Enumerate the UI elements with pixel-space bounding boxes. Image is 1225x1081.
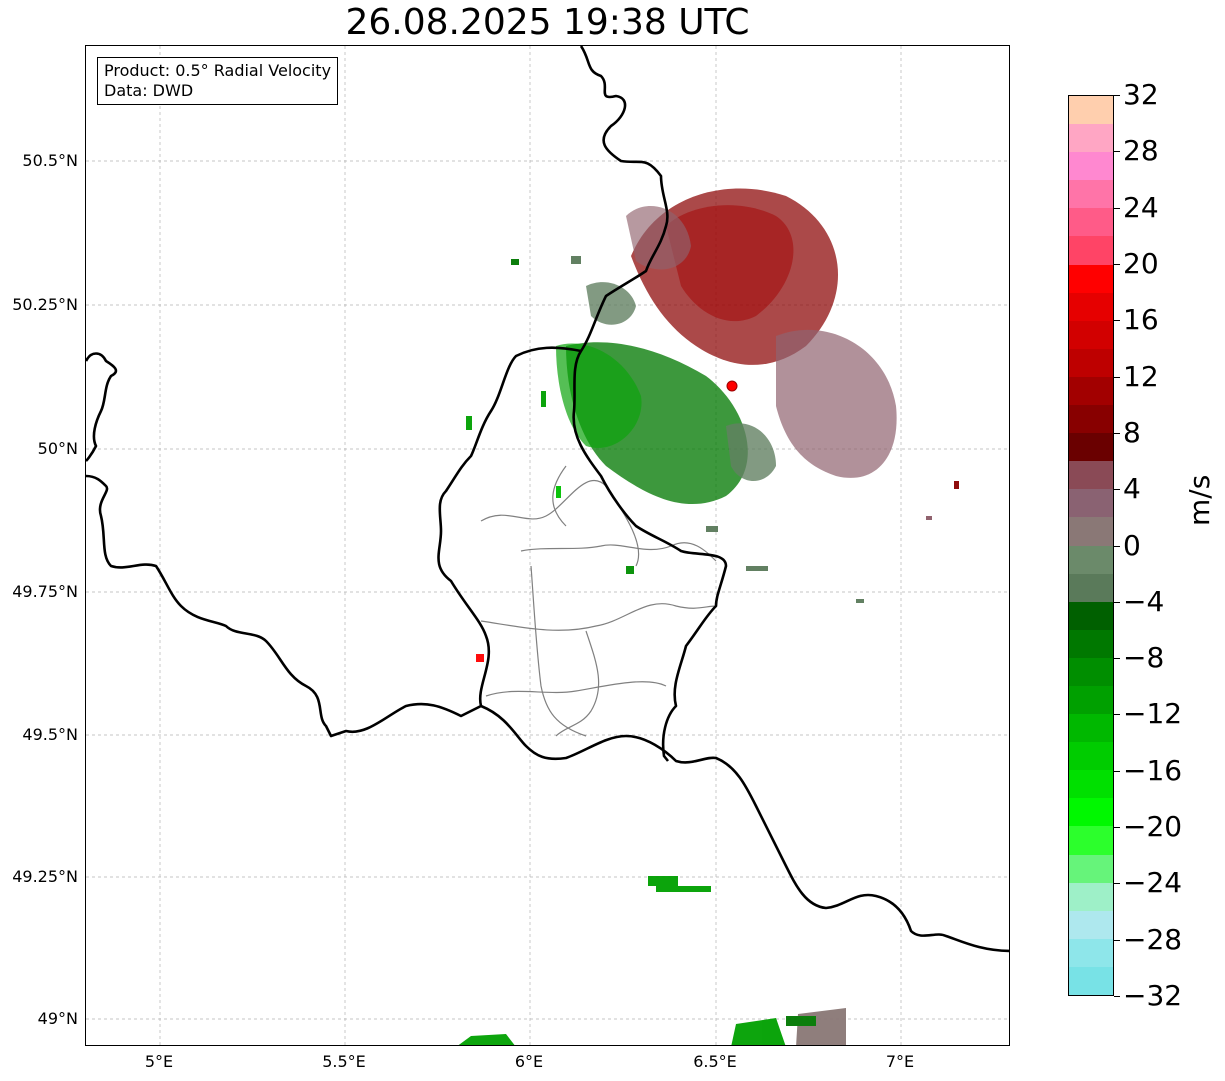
colorbar-tick [1114, 939, 1120, 941]
lat-label: 49.25°N [12, 867, 78, 886]
colorbar-segment [1069, 545, 1113, 574]
colorbar-tick [1114, 320, 1120, 322]
colorbar-tick-label: 12 [1123, 359, 1159, 393]
colorbar-segment [1069, 966, 1113, 995]
product-label: Product: 0.5° Radial Velocity [104, 61, 332, 80]
colorbar-tick [1114, 770, 1120, 772]
colorbar-segment [1069, 292, 1113, 321]
colorbar-segment [1069, 601, 1113, 630]
velocity-echoes [458, 188, 959, 1045]
radar-map[interactable] [85, 45, 1010, 1046]
colorbar-segment [1069, 742, 1113, 771]
data-source-label: Data: DWD [104, 81, 194, 100]
admin-boundaries [480, 465, 717, 737]
colorbar-segment [1069, 489, 1113, 518]
colorbar-segment [1069, 124, 1113, 153]
colorbar-segment [1069, 320, 1113, 349]
colorbar-segment [1069, 236, 1113, 265]
lat-label: 50°N [37, 439, 78, 458]
colorbar-tick [1114, 545, 1120, 547]
colorbar-segment [1069, 798, 1113, 827]
lon-label: 7°E [885, 1052, 915, 1071]
product-info-box: Product: 0.5° Radial Velocity Data: DWD [97, 57, 339, 105]
colorbar-tick [1114, 432, 1120, 434]
colorbar-tick [1114, 207, 1120, 209]
lat-label: 49.75°N [12, 582, 78, 601]
colorbar-tick-label: −20 [1123, 810, 1183, 844]
colorbar-unit-label: m/s [1183, 474, 1216, 526]
colorbar-tick-label: 4 [1123, 472, 1141, 506]
colorbar-tick-label: 28 [1123, 134, 1159, 168]
colorbar-tick [1114, 883, 1120, 885]
colorbar-tick-label: −16 [1123, 753, 1183, 787]
colorbar-tick-label: 8 [1123, 415, 1141, 449]
colorbar-tick [1114, 263, 1120, 265]
colorbar-segment [1069, 573, 1113, 602]
map-title: 26.08.2025 19:38 UTC [345, 2, 750, 43]
colorbar-tick-label: 16 [1123, 303, 1159, 337]
velocity-colorbar [1068, 95, 1114, 996]
colorbar-segment [1069, 461, 1113, 490]
colorbar-segment [1069, 714, 1113, 743]
colorbar-tick-label: 0 [1123, 528, 1141, 562]
colorbar-tick-label: 20 [1123, 246, 1159, 280]
colorbar-segment [1069, 405, 1113, 434]
colorbar-segment [1069, 96, 1113, 125]
colorbar-tick-label: −12 [1123, 697, 1183, 731]
colorbar-tick-label: −8 [1123, 641, 1165, 675]
colorbar-segment [1069, 910, 1113, 939]
colorbar-segment [1069, 348, 1113, 377]
colorbar-tick-label: −32 [1123, 979, 1183, 1012]
colorbar-segment [1069, 208, 1113, 237]
colorbar-segment [1069, 882, 1113, 911]
colorbar-tick [1114, 658, 1120, 660]
colorbar-tick-label: 32 [1123, 78, 1159, 111]
lon-label: 5°E [144, 1052, 174, 1071]
colorbar-segment [1069, 685, 1113, 715]
colorbar-tick [1114, 489, 1120, 491]
colorbar-tick-label: −4 [1123, 584, 1165, 618]
lon-label: 5.5°E [322, 1052, 366, 1071]
colorbar-segment [1069, 770, 1113, 799]
map-canvas [86, 46, 1009, 1045]
colorbar-tick [1114, 996, 1120, 997]
colorbar-segment [1069, 826, 1113, 855]
colorbar-segment [1069, 657, 1113, 686]
colorbar-segment [1069, 938, 1113, 967]
colorbar-segment [1069, 264, 1113, 293]
colorbar-segment [1069, 433, 1113, 462]
colorbar-tick-label: −24 [1123, 866, 1183, 900]
colorbar-tick-label: 24 [1123, 190, 1159, 224]
colorbar-tick [1114, 376, 1120, 378]
radar-site-marker [726, 380, 738, 392]
colorbar-tick [1114, 151, 1120, 153]
colorbar-tick [1114, 714, 1120, 716]
lat-label: 50.25°N [12, 295, 78, 314]
colorbar-tick-label: −28 [1123, 922, 1183, 956]
lon-label: 6.5°E [693, 1052, 737, 1071]
colorbar-segment [1069, 180, 1113, 209]
national-borders [86, 46, 1009, 953]
colorbar-segment [1069, 376, 1113, 406]
lat-label: 49°N [37, 1009, 78, 1028]
colorbar-segment [1069, 629, 1113, 658]
colorbar-segment [1069, 152, 1113, 181]
colorbar-tick [1114, 95, 1120, 96]
colorbar-segment [1069, 517, 1113, 546]
lat-label: 50.5°N [22, 151, 78, 170]
lat-label: 49.5°N [22, 725, 78, 744]
colorbar-segment [1069, 854, 1113, 883]
colorbar-tick [1114, 827, 1120, 829]
colorbar-tick [1114, 601, 1120, 603]
lon-label: 6°E [514, 1052, 544, 1071]
